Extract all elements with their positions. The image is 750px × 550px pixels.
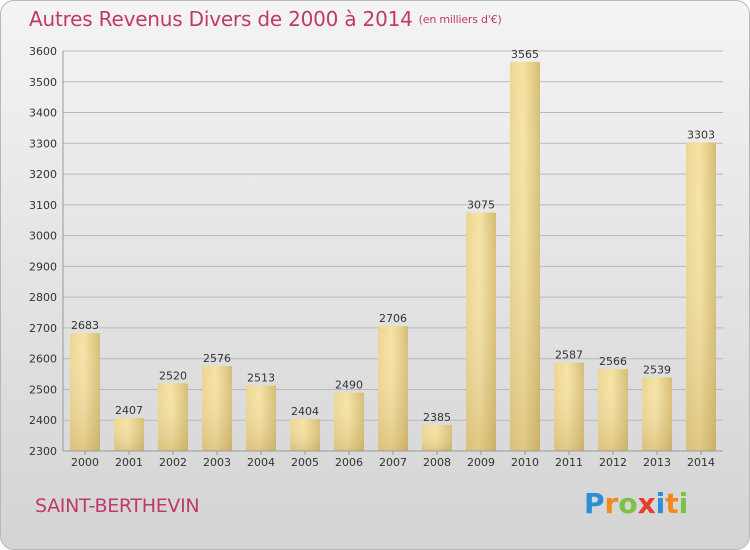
bar-group: 2576 (202, 352, 232, 451)
chart-title-unit: (en milliers d'€) (418, 13, 502, 26)
x-tick-label: 2012 (599, 456, 627, 469)
data-label: 2404 (291, 405, 319, 418)
y-tick-label: 2300 (29, 445, 57, 458)
x-tick-label: 2011 (555, 456, 583, 469)
bar-group: 3303 (686, 128, 716, 451)
bar-group: 3075 (466, 199, 496, 451)
bar-group: 2490 (334, 379, 364, 451)
logo-letter: t (665, 487, 679, 520)
x-tick-label: 2010 (511, 456, 539, 469)
y-tick-label: 3600 (29, 45, 57, 58)
bar-group: 2407 (114, 404, 144, 451)
x-tick-label: 2003 (203, 456, 231, 469)
bar-shade (686, 142, 716, 451)
data-label: 2513 (247, 371, 275, 384)
y-tick-label: 3000 (29, 230, 57, 243)
y-tick-label: 2900 (29, 260, 57, 273)
bar-group: 2683 (70, 319, 100, 451)
y-tick-label: 2800 (29, 291, 57, 304)
bar-group: 2539 (642, 363, 672, 451)
bar-shade (598, 369, 628, 451)
data-label: 2520 (159, 369, 187, 382)
x-tick-label: 2014 (687, 456, 715, 469)
data-label: 3565 (511, 48, 539, 61)
x-tick-label: 2001 (115, 456, 143, 469)
bar-group: 2385 (422, 411, 452, 451)
data-label: 2683 (71, 319, 99, 332)
bar-shade (70, 333, 100, 451)
bar-shade (114, 418, 144, 451)
logo-letter: r (604, 487, 619, 520)
data-label: 3303 (687, 128, 715, 141)
data-label: 2407 (115, 404, 143, 417)
logo-letter: i (678, 487, 689, 520)
x-tick-label: 2006 (335, 456, 363, 469)
x-tick-label: 2004 (247, 456, 275, 469)
bar-shade (510, 61, 540, 452)
bar-shade (290, 419, 320, 451)
commune-name: SAINT-BERTHEVIN (35, 495, 200, 517)
bar-group: 2404 (290, 405, 320, 451)
data-label: 2706 (379, 312, 407, 325)
y-tick-label: 2600 (29, 353, 57, 366)
bar-group: 2513 (246, 371, 276, 451)
bar-shade (378, 326, 408, 451)
bar-shade (554, 362, 584, 451)
x-tick-label: 2007 (379, 456, 407, 469)
y-tick-label: 3500 (29, 76, 57, 89)
bar-group: 2566 (598, 355, 628, 451)
bar-shade (642, 377, 672, 451)
bar-group: 3565 (510, 48, 540, 452)
logo-letter: x (637, 487, 656, 520)
data-label: 2576 (203, 352, 231, 365)
y-tick-label: 3300 (29, 137, 57, 150)
data-label: 2587 (555, 349, 583, 362)
y-tick-label: 3200 (29, 168, 57, 181)
chart-title-text: Autres Revenus Divers de 2000 à 2014 (29, 7, 413, 31)
bar-shade (422, 424, 452, 451)
x-tick-label: 2008 (423, 456, 451, 469)
data-label: 2539 (643, 363, 671, 376)
bars: 2683 2407 2520 2576 2513 2404 2490 2706 2385 3075… (70, 48, 716, 452)
x-tick-label: 2000 (71, 456, 99, 469)
data-label: 2566 (599, 355, 627, 368)
bar-shade (334, 392, 364, 451)
chart-title: Autres Revenus Divers de 2000 à 2014 (en … (29, 7, 502, 31)
y-tick-label: 2400 (29, 414, 57, 427)
axes: 2300 2400 2500 2600 2700 2800 2900 3000 3100 3200… (29, 45, 723, 469)
data-label: 3075 (467, 199, 495, 212)
x-tick-label: 2013 (643, 456, 671, 469)
logo-letter: i (655, 487, 666, 520)
bar-shade (158, 383, 188, 451)
proxiti-logo[interactable]: Proxiti (584, 487, 688, 520)
y-tick-label: 2700 (29, 322, 57, 335)
bar-group: 2520 (158, 369, 188, 451)
logo-letter: o (618, 487, 638, 520)
bar-group: 2587 (554, 349, 584, 451)
data-label: 2490 (335, 379, 363, 392)
data-label: 2385 (423, 411, 451, 424)
x-tick-label: 2002 (159, 456, 187, 469)
bar-shade (466, 212, 496, 451)
bar-shade (246, 385, 276, 451)
logo-letter: P (584, 487, 605, 520)
bar-shade (202, 366, 232, 451)
x-tick-label: 2009 (467, 456, 495, 469)
y-tick-label: 3400 (29, 107, 57, 120)
y-tick-label: 2500 (29, 383, 57, 396)
bar-group: 2706 (378, 312, 408, 451)
y-tick-label: 3100 (29, 199, 57, 212)
x-tick-label: 2005 (291, 456, 319, 469)
